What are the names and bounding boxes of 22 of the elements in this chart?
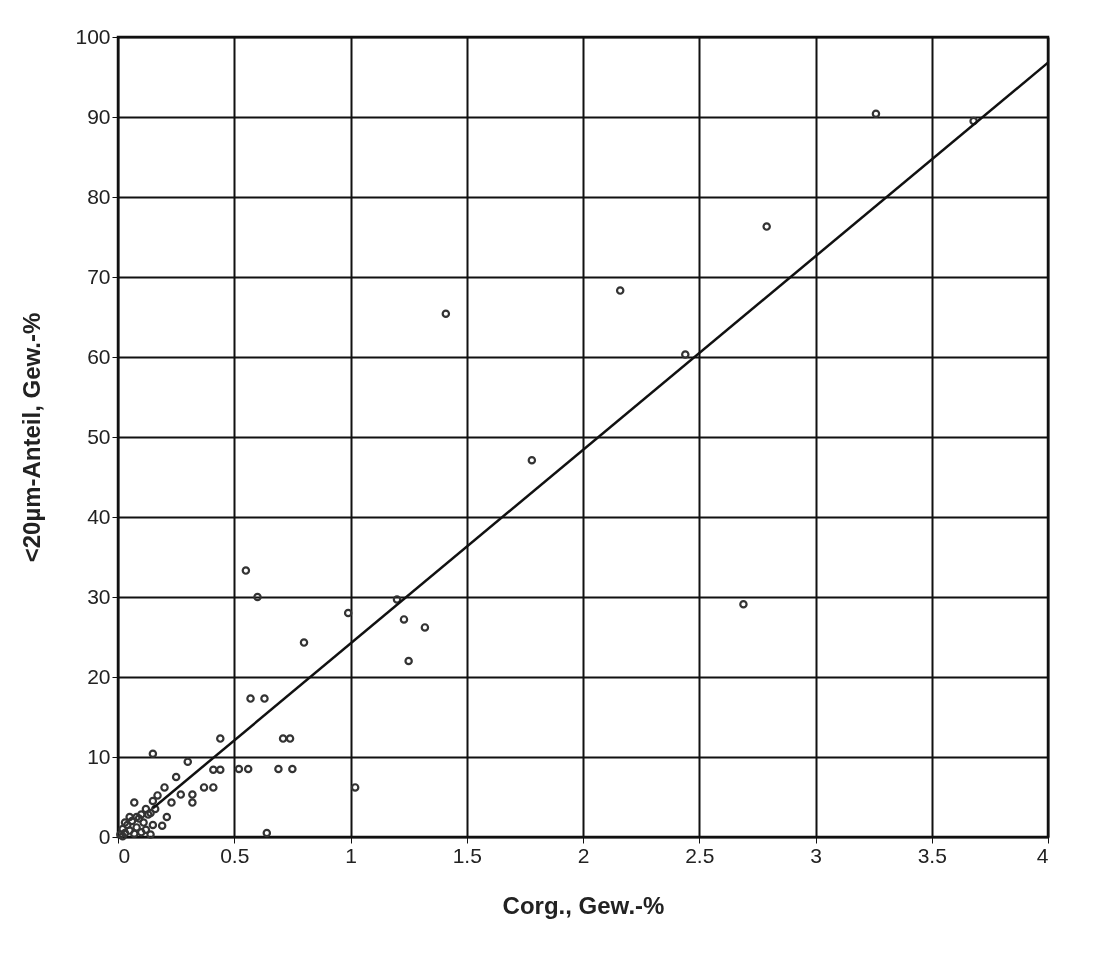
x-tick-label: 2.5 [685, 843, 715, 867]
x-tick-label: 4 [1036, 843, 1049, 867]
x-tick-label: 2 [577, 843, 590, 867]
y-tick-label: 60 [87, 344, 111, 368]
x-tick-label: 3 [810, 843, 822, 867]
y-tick-label: 80 [87, 184, 111, 208]
y-tick-label: 0 [98, 824, 111, 848]
y-tick-label: 20 [87, 664, 111, 688]
y-tick-label: 40 [87, 504, 111, 528]
x-tick-label: 0 [118, 843, 131, 867]
x-tick-label: 1.5 [452, 843, 482, 867]
x-axis-title: Corg., Gew.-% [502, 891, 665, 919]
y-tick-label: 30 [87, 584, 111, 608]
y-tick-label: 50 [87, 424, 111, 448]
y-tick-label: 10 [87, 744, 111, 768]
y-tick-label: 90 [87, 104, 111, 128]
x-tick-label: 0.5 [220, 843, 250, 867]
y-tick-label: 100 [75, 24, 111, 48]
x-tick-label: 1 [345, 843, 357, 867]
x-tick-label: 3.5 [917, 843, 947, 867]
y-axis-title: <20µm-Anteil, Gew.-% [18, 312, 46, 563]
y-tick-label: 70 [87, 264, 111, 288]
